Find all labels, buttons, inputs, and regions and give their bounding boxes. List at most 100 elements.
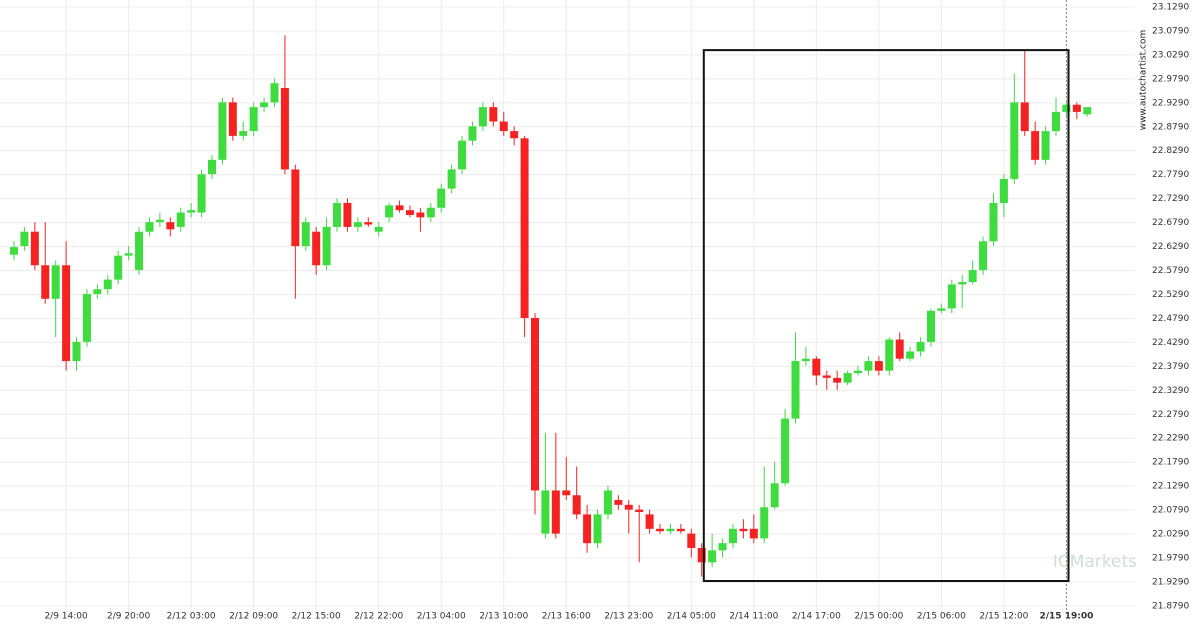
candle-body — [781, 418, 790, 484]
x-tick-label: 2/15 00:00 — [854, 612, 903, 622]
candle-body — [687, 533, 696, 548]
candle-body — [41, 265, 50, 299]
y-tick-label: 22.1790 — [1152, 458, 1189, 468]
candle-body — [666, 528, 675, 532]
x-tick-label: 2/14 11:00 — [729, 612, 778, 622]
candle-body — [72, 341, 81, 362]
candle-body — [353, 222, 362, 227]
candle-body — [405, 210, 414, 215]
candle-body — [239, 131, 248, 136]
candle-body — [301, 222, 310, 247]
candle-body — [624, 504, 633, 510]
candle-body — [1062, 104, 1071, 112]
candle-body — [385, 205, 394, 218]
candle-body — [1083, 107, 1092, 115]
candle-body — [916, 341, 925, 352]
y-tick-label: 22.6290 — [1152, 242, 1189, 252]
candle-body — [958, 282, 967, 285]
y-tick-label: 22.2290 — [1152, 434, 1189, 444]
candle-body — [395, 205, 404, 211]
candle-body — [499, 121, 508, 132]
candle-body — [864, 361, 873, 371]
y-tick-label: 22.7790 — [1152, 170, 1189, 180]
candle-body — [468, 126, 477, 141]
candle-body — [458, 140, 467, 170]
x-tick-label: 2/13 23:00 — [604, 612, 653, 622]
candle-body — [82, 294, 91, 342]
candle-body — [979, 241, 988, 271]
candle-body — [926, 310, 935, 342]
y-tick-label: 22.3290 — [1152, 386, 1189, 396]
candle-body — [572, 495, 581, 515]
candle-body — [291, 169, 300, 247]
candle-body — [260, 102, 269, 108]
candle-body — [270, 83, 279, 103]
x-tick-label: 2/14 17:00 — [792, 612, 841, 622]
candle-body — [20, 231, 29, 247]
candle-body — [1041, 131, 1050, 160]
candle-body — [62, 265, 71, 362]
candle-body — [833, 377, 842, 383]
candle-body — [874, 361, 883, 371]
candle-body — [937, 308, 946, 311]
candle-body — [760, 507, 769, 539]
x-tick-label: 2/13 10:00 — [479, 612, 528, 622]
candle-body — [1052, 111, 1060, 132]
candle-body — [10, 247, 18, 255]
candle-body — [218, 102, 227, 160]
candle-body — [93, 289, 102, 295]
y-tick-label: 22.6790 — [1152, 218, 1189, 228]
y-tick-label: 22.5790 — [1152, 266, 1189, 276]
y-tick-label: 22.4290 — [1152, 338, 1189, 348]
candle-body — [999, 179, 1008, 203]
candle-body — [374, 226, 383, 232]
y-tick-label: 23.0790 — [1152, 26, 1189, 36]
x-tick-label: 2/9 20:00 — [107, 612, 151, 622]
candle-body — [531, 317, 539, 491]
candle-body — [645, 514, 654, 529]
candle-body — [228, 102, 237, 136]
candle-body — [30, 231, 39, 266]
candle-body — [280, 87, 289, 170]
candle-body — [708, 550, 717, 563]
y-tick-label: 22.8290 — [1152, 146, 1189, 156]
x-tick-label: 2/15 19:00 — [1039, 612, 1093, 622]
candle-body — [51, 265, 60, 299]
candle-body — [187, 210, 196, 213]
candle-body — [593, 514, 602, 544]
candle-body — [791, 361, 800, 419]
candle-body — [249, 107, 258, 132]
x-tick-label: 2/13 04:00 — [417, 612, 466, 622]
y-tick-label: 23.0290 — [1152, 50, 1189, 60]
candle-body — [322, 226, 331, 266]
watermark: www.autochartist.com — [1139, 30, 1149, 131]
y-tick-label: 22.2790 — [1152, 410, 1189, 420]
candle-body — [843, 373, 852, 383]
candle-body — [968, 270, 977, 283]
candle-body — [145, 222, 154, 232]
candle-body — [1010, 102, 1019, 180]
candle-body — [426, 207, 435, 218]
x-tick-label: 2/12 22:00 — [354, 612, 403, 622]
x-tick-label: 2/14 05:00 — [667, 612, 716, 622]
x-tick-label: 2/9 14:00 — [44, 612, 88, 622]
candle-body — [124, 253, 133, 256]
candle-body — [614, 500, 623, 505]
candle-body — [364, 222, 373, 225]
pattern-box — [702, 49, 1070, 583]
x-tick-label: 2/13 16:00 — [542, 612, 591, 622]
candle-body — [207, 159, 216, 175]
y-tick-label: 22.5290 — [1152, 290, 1189, 300]
candle-body — [489, 107, 498, 122]
candle-body — [697, 547, 706, 563]
candle-body — [155, 219, 164, 223]
candle-body — [135, 231, 144, 271]
candle-body — [947, 284, 956, 309]
candle-body — [676, 528, 685, 532]
x-tick-label: 2/15 12:00 — [979, 612, 1028, 622]
candle-body — [343, 202, 352, 227]
x-tick-label: 2/15 06:00 — [917, 612, 966, 622]
candle-body — [447, 169, 456, 189]
candle-body — [1031, 131, 1040, 160]
